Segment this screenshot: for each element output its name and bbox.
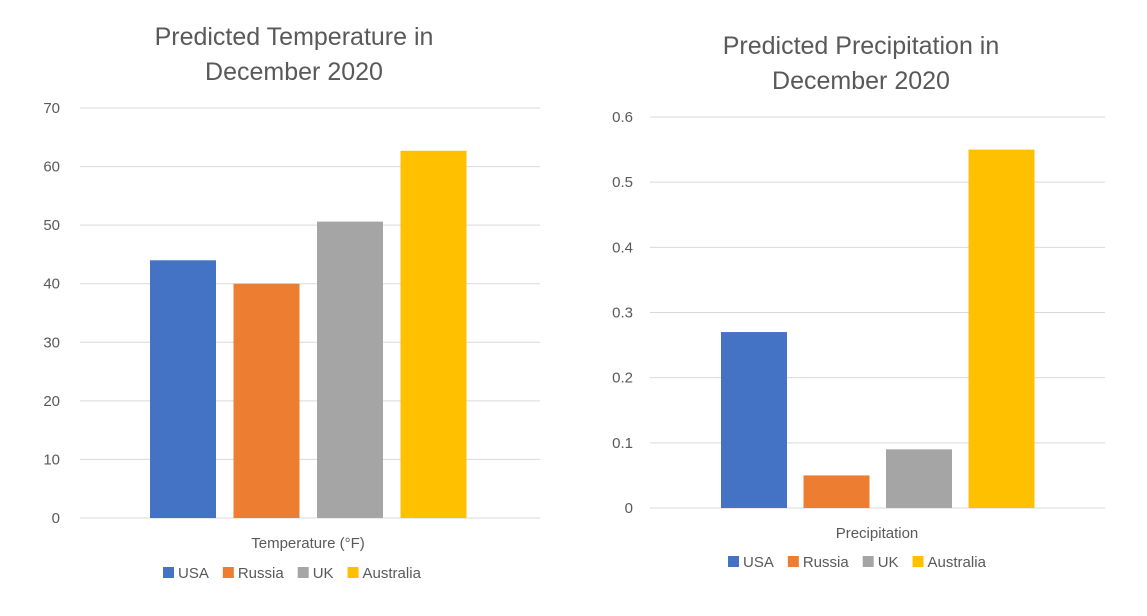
y-tick-label: 0 bbox=[625, 500, 633, 517]
x-axis-title: Temperature (°F) bbox=[251, 535, 365, 552]
chart-title-line-1: Predicted Precipitation in bbox=[723, 32, 1000, 60]
y-tick-label: 70 bbox=[43, 100, 60, 117]
legend-label-russia: Russia bbox=[238, 565, 285, 582]
temperature-chart: Predicted Temperature in December 2020 0… bbox=[43, 23, 540, 582]
y-tick-label: 0.2 bbox=[612, 370, 633, 387]
bar-russia bbox=[803, 475, 870, 508]
y-tick-label: 60 bbox=[43, 159, 60, 176]
y-tick-label: 0 bbox=[52, 510, 60, 527]
y-tick-label: 20 bbox=[43, 393, 60, 410]
legend-swatch-australia bbox=[912, 556, 924, 567]
bar-uk bbox=[886, 449, 952, 508]
y-tick-label: 50 bbox=[43, 217, 60, 234]
bar-russia bbox=[233, 283, 300, 518]
legend-swatch-russia bbox=[787, 556, 799, 567]
y-tick-label: 40 bbox=[43, 276, 60, 293]
bars bbox=[150, 150, 467, 518]
y-axis-ticks: 0 10 20 30 40 50 60 70 bbox=[43, 100, 60, 527]
bar-uk bbox=[317, 221, 383, 518]
legend-swatch-russia bbox=[222, 567, 234, 578]
legend-swatch-uk bbox=[297, 567, 309, 578]
y-tick-label: 0.1 bbox=[612, 435, 633, 452]
bar-australia bbox=[968, 149, 1035, 509]
legend-swatch-uk bbox=[862, 556, 874, 567]
chart-title-line-2: December 2020 bbox=[772, 67, 950, 95]
chart-title-line-2: December 2020 bbox=[205, 58, 383, 86]
bar-usa bbox=[721, 332, 787, 508]
bar-australia bbox=[400, 150, 467, 518]
bars bbox=[721, 149, 1035, 509]
legend-label-russia: Russia bbox=[803, 554, 850, 571]
gridlines bbox=[80, 107, 540, 519]
legend-label-usa: USA bbox=[743, 554, 774, 571]
legend-swatch-usa bbox=[728, 556, 739, 567]
bar-usa bbox=[150, 260, 216, 518]
legend: USA Russia UK Australia bbox=[728, 554, 987, 571]
y-tick-label: 10 bbox=[43, 451, 60, 468]
y-tick-label: 0.5 bbox=[612, 174, 633, 191]
gridlines bbox=[650, 116, 1105, 509]
legend-swatch-usa bbox=[163, 567, 174, 578]
y-tick-label: 0.4 bbox=[612, 239, 633, 256]
legend-label-uk: UK bbox=[313, 565, 334, 582]
legend-label-uk: UK bbox=[878, 554, 899, 571]
legend-label-usa: USA bbox=[178, 565, 209, 582]
legend-swatch-australia bbox=[347, 567, 359, 578]
x-axis-title: Precipitation bbox=[836, 525, 919, 542]
chart-title-line-1: Predicted Temperature in bbox=[155, 23, 434, 51]
y-tick-label: 0.6 bbox=[612, 109, 633, 126]
y-tick-label: 30 bbox=[43, 334, 60, 351]
y-tick-label: 0.3 bbox=[612, 305, 633, 322]
precipitation-chart: Predicted Precipitation in December 2020… bbox=[612, 32, 1105, 571]
y-axis-ticks: 0 0.1 0.2 0.3 0.4 0.5 0.6 bbox=[612, 109, 633, 517]
legend-label-australia: Australia bbox=[363, 565, 422, 582]
legend: USA Russia UK Australia bbox=[163, 565, 422, 582]
legend-label-australia: Australia bbox=[928, 554, 987, 571]
